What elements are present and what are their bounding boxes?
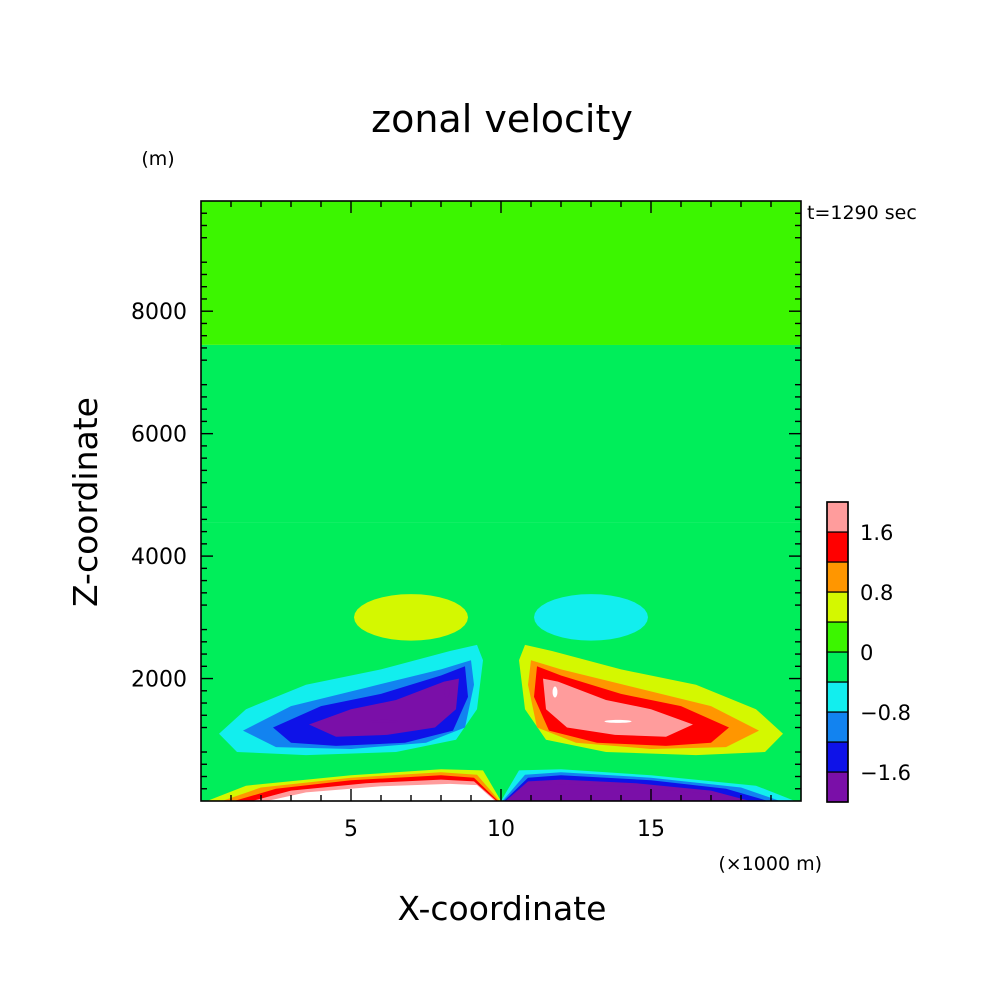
x-axis-label: X-coordinate [398,889,607,928]
y-axis-label: Z-coordinate [66,397,105,607]
colorbar-label: 0.8 [860,581,893,605]
lobe-left-core [370,719,398,723]
x-tick-label: 5 [344,817,358,842]
colorbar-frame [826,501,849,803]
colorbar-swatch [826,651,849,683]
colorbar-label: −0.8 [860,701,911,725]
lobe-upper-right [534,594,648,641]
colorbar-swatch [826,771,849,803]
x-tick-label: 15 [637,817,665,842]
colorbar-swatch [826,621,849,653]
colorbar-swatch [826,711,849,743]
colorbar-swatch [826,681,849,713]
lobe-right-contour-3 [543,678,693,737]
y-unit-label: (m) [141,148,174,170]
surface-left-contour-4 [267,783,495,801]
y-tick-label: 6000 [131,423,187,448]
lobe-left-core-small [444,686,450,698]
axis-ticks: 5 10 15 2000 4000 6000 8000 [131,201,801,842]
lobe-right-core [604,719,632,723]
background-band-0 [201,522,801,801]
colorbar-swatch [826,531,849,563]
lobe-upper-left [354,594,468,641]
colorbar-swatch [826,561,849,593]
lobe-left-contour-3 [309,678,459,737]
colorbar-swatch [826,501,849,533]
x-tick-label: 10 [487,817,515,842]
time-label: t=1290 sec [807,202,917,224]
y-tick-label: 2000 [131,668,187,693]
colorbar-label: 0 [860,641,873,665]
lobe-right-core-small [552,686,558,698]
y-tick-label: 8000 [131,300,187,325]
x-unit-label: (×1000 m) [718,853,822,875]
y-tick-label: 4000 [131,545,187,570]
contour-field [201,201,801,801]
colorbar-swatch [826,591,849,623]
colorbar-label: 1.6 [860,521,893,545]
chart-title: zonal velocity [371,97,633,141]
surface-right-contour-4 [507,783,735,801]
background-band-1 [201,344,801,523]
colorbar-swatch [826,741,849,773]
colorbar-label: −1.6 [860,761,911,785]
colorbar: 1.6 0.8 0 −0.8 −1.6 [826,501,911,803]
upper-band-right [501,201,801,345]
